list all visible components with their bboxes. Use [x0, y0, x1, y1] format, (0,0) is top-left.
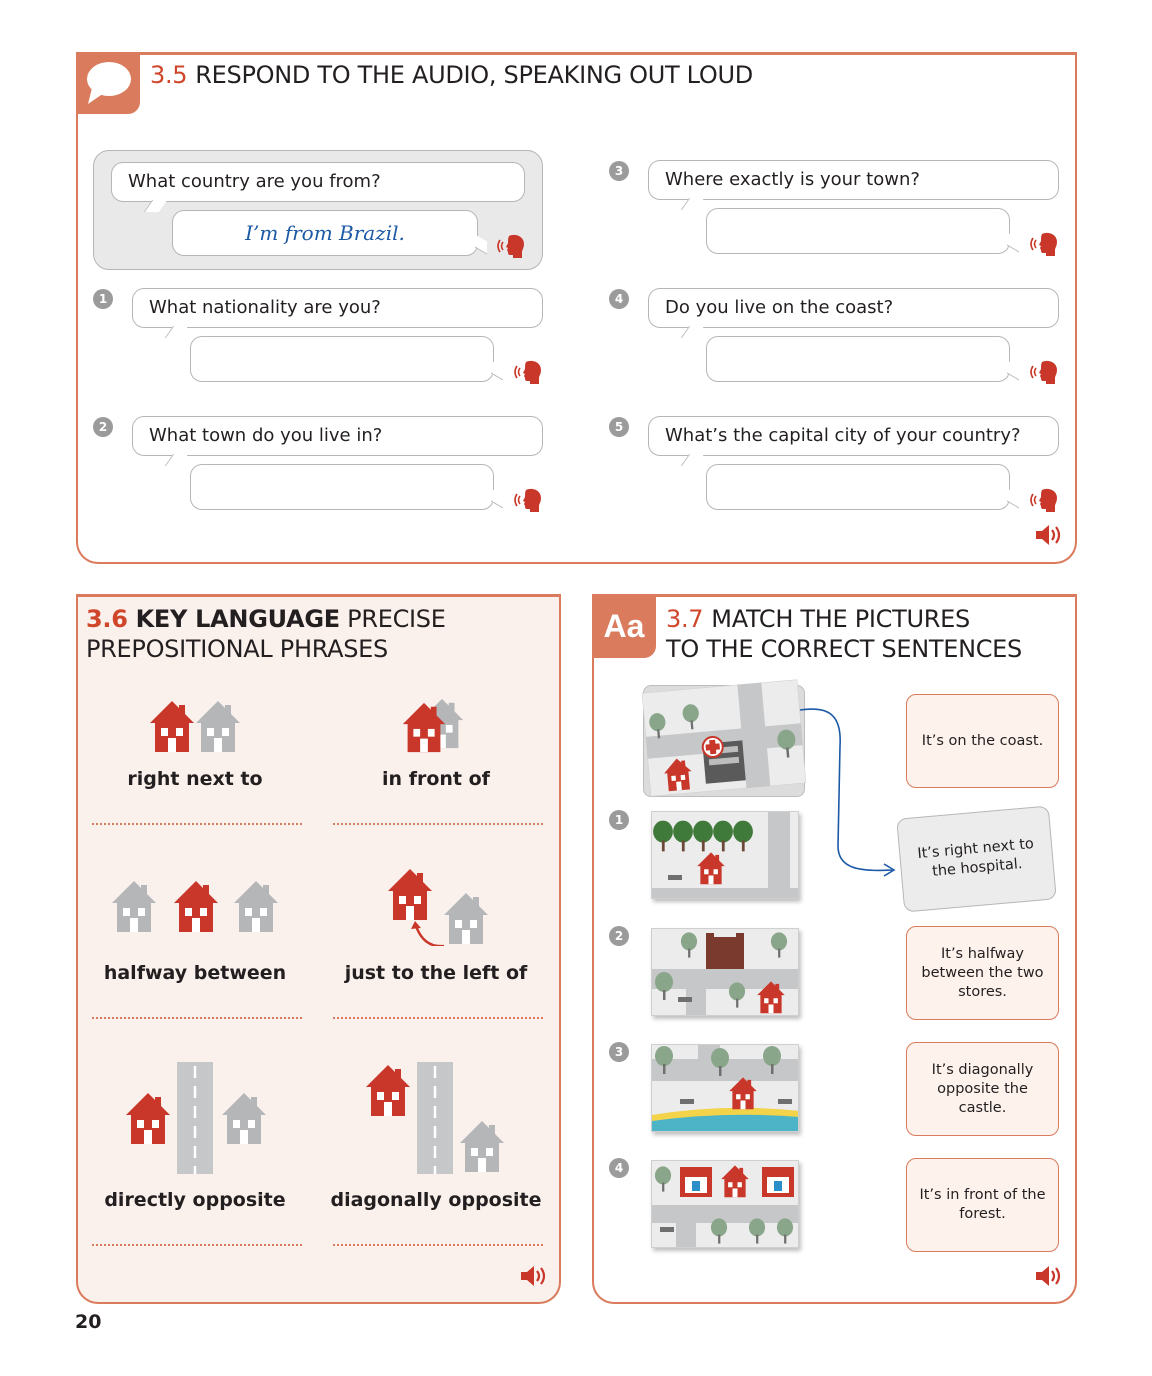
question-bubble-4: Do you live on the coast?: [648, 288, 1059, 328]
exercise-3-7-title: 3.7 MATCH THE PICTURES TO THE CORRECT SEN…: [666, 604, 1022, 664]
in-front-of-illustration: [402, 698, 464, 753]
item-number-badge: 1: [609, 810, 629, 830]
diagonally-opposite-illustration: [366, 1062, 504, 1174]
section-title-bold: KEY LANGUAGE: [135, 605, 341, 633]
sentence-card[interactable]: It’s halfway between the two stores.: [906, 926, 1059, 1020]
example-question-text: What country are you from?: [128, 171, 381, 192]
answer-bubble-2[interactable]: [190, 464, 494, 510]
section-title-text: MATCH THE PICTURES: [711, 605, 970, 633]
item-number-badge: 5: [609, 417, 629, 437]
section-number: 3.6: [86, 605, 128, 633]
section-number: 3.7: [666, 605, 704, 633]
phrase-label: diagonally opposite: [330, 1189, 542, 1211]
phrase-label: in front of: [382, 768, 490, 790]
section-title-text: RESPOND TO THE AUDIO, SPEAKING OUT LOUD: [195, 61, 753, 89]
answer-bubble-5[interactable]: [706, 464, 1010, 510]
answer-bubble-3[interactable]: [706, 208, 1010, 254]
item-number-badge: 3: [609, 161, 629, 181]
section-title-text: PRECISE: [339, 605, 446, 633]
sentence-card[interactable]: It’s diagonally opposite the castle.: [906, 1042, 1059, 1136]
example-picture-hospital: [641, 679, 807, 797]
question-text: What nationality are you?: [149, 297, 381, 318]
exercise-3-5-title: 3.5 RESPOND TO THE AUDIO, SPEAKING OUT LO…: [150, 60, 753, 90]
answer-bubble-4[interactable]: [706, 336, 1010, 382]
vocabulary-icon: Aa: [592, 594, 656, 658]
speaking-head-icon: [514, 359, 544, 385]
speech-bubble-icon: [76, 52, 140, 114]
picture-castle: [651, 928, 799, 1016]
question-bubble-1: What nationality are you?: [132, 288, 543, 328]
speaking-head-icon: [514, 487, 544, 513]
picture-stores: [651, 1160, 799, 1248]
answer-line[interactable]: [92, 823, 302, 825]
item-number-badge: 4: [609, 289, 629, 309]
speaking-head-icon: [1030, 487, 1060, 513]
item-number-badge: 2: [93, 417, 113, 437]
example-answer-bubble: I’m from Brazil.: [172, 210, 478, 256]
sentence-card-example: It’s right next to the hospital.: [896, 805, 1057, 913]
question-bubble-5: What’s the capital city of your country?: [648, 416, 1059, 456]
phrase-label: directly opposite: [104, 1189, 286, 1211]
answer-line[interactable]: [333, 823, 543, 825]
question-text: What’s the capital city of your country?: [665, 425, 1021, 446]
question-bubble-3: Where exactly is your town?: [648, 160, 1059, 200]
directly-opposite-illustration: [126, 1062, 266, 1174]
audio-icon[interactable]: [1033, 522, 1063, 548]
answer-line[interactable]: [333, 1244, 543, 1246]
item-number-badge: 4: [609, 1158, 629, 1178]
question-text: Do you live on the coast?: [665, 297, 894, 318]
item-number-badge: 1: [93, 289, 113, 309]
sentence-card[interactable]: It’s in front of the forest.: [906, 1158, 1059, 1252]
answer-line[interactable]: [333, 1017, 543, 1019]
audio-icon[interactable]: [518, 1263, 548, 1289]
phrase-label: right next to: [127, 768, 263, 790]
section-title-line2: TO THE CORRECT SENTENCES: [666, 635, 1022, 663]
answer-bubble-1[interactable]: [190, 336, 494, 382]
exercise-3-6-title: 3.6 KEY LANGUAGE PRECISE PREPOSITIONAL PH…: [86, 604, 446, 664]
section-number: 3.5: [150, 61, 188, 89]
halfway-between-illustration: [112, 881, 278, 932]
example-connector-arrow: [799, 708, 896, 877]
question-text: What town do you live in?: [149, 425, 383, 446]
question-text: Where exactly is your town?: [665, 169, 920, 190]
phrase-label: halfway between: [103, 962, 287, 984]
exercise-3-6-panel: [76, 594, 561, 1304]
item-number-badge: 3: [609, 1042, 629, 1062]
phrase-label: just to the left of: [344, 962, 528, 984]
audio-icon[interactable]: [1033, 1263, 1063, 1289]
item-number-badge: 2: [609, 926, 629, 946]
example-answer-text: I’m from Brazil.: [245, 221, 405, 245]
speaking-head-icon: [1030, 231, 1060, 257]
picture-coast: [651, 1044, 799, 1132]
picture-forest: [651, 811, 799, 899]
just-to-the-left-of-illustration: [388, 869, 488, 946]
section-title-line2: PREPOSITIONAL PHRASES: [86, 635, 388, 663]
sentence-card[interactable]: It’s on the coast.: [906, 694, 1059, 788]
right-next-to-illustration: [150, 701, 240, 752]
answer-line[interactable]: [92, 1017, 302, 1019]
example-question-bubble: What country are you from?: [111, 162, 525, 202]
speaking-head-icon: [497, 233, 527, 259]
speaking-head-icon: [1030, 359, 1060, 385]
page-number: 20: [75, 1311, 102, 1333]
answer-line[interactable]: [92, 1244, 302, 1246]
question-bubble-2: What town do you live in?: [132, 416, 543, 456]
